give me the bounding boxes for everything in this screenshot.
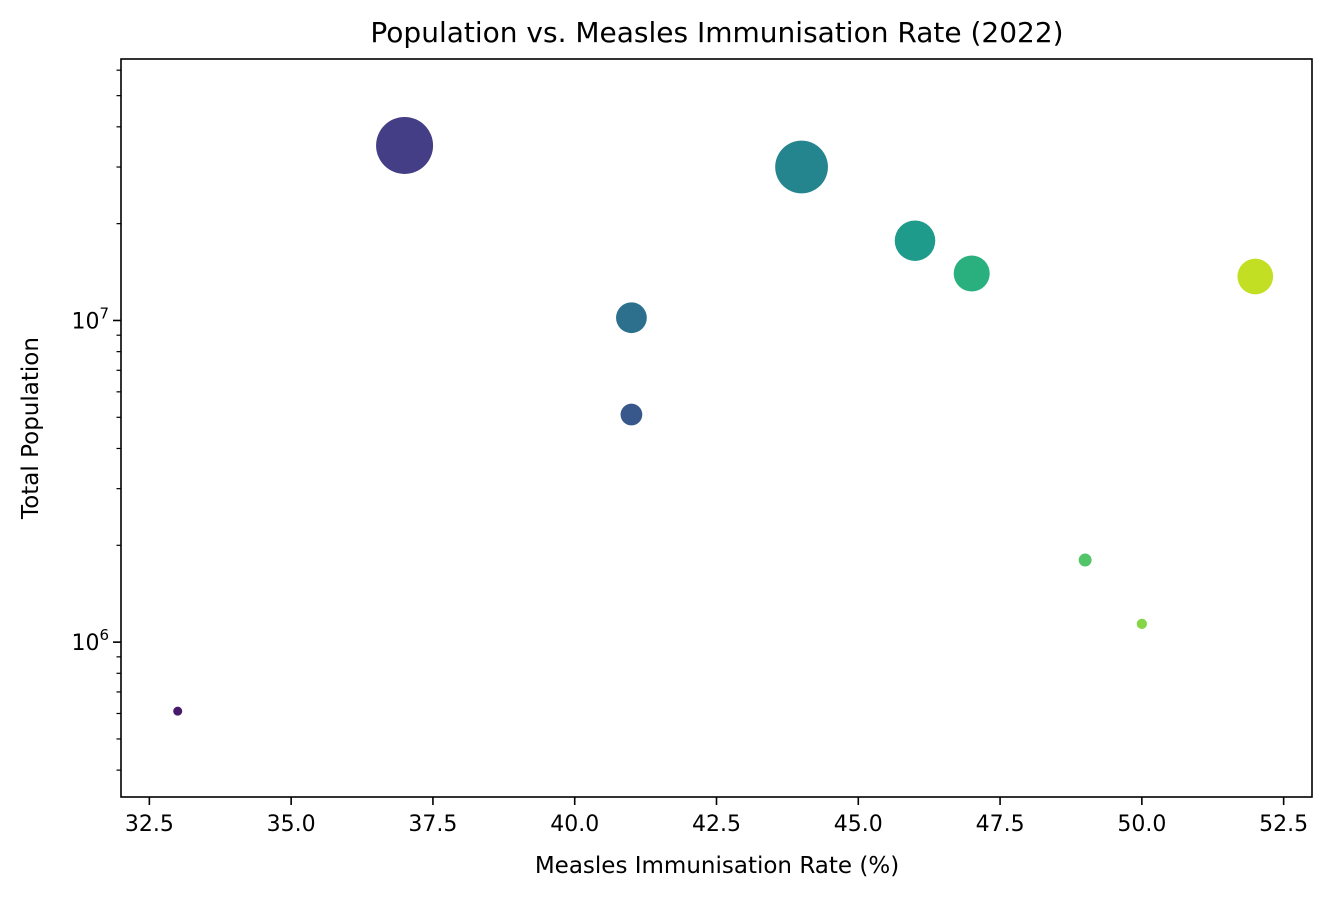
- data-point: [616, 302, 647, 334]
- plot-frame: [120, 58, 1313, 798]
- data-point: [953, 255, 990, 292]
- data-point: [620, 403, 643, 426]
- x-tick-label: 37.5: [408, 812, 457, 837]
- x-axis: 32.5 35.0 37.5 40.0 42.5 45.0 47.5 50.0 52.5: [125, 797, 1308, 837]
- x-tick-label: 45.0: [834, 812, 883, 837]
- y-tick-exponent: 6: [99, 626, 109, 644]
- x-tick-label: 40.0: [550, 812, 599, 837]
- data-point: [894, 220, 936, 261]
- data-point: [1136, 618, 1147, 629]
- y-axis-label: Total Population: [18, 337, 44, 520]
- y-tick-label: 106: [71, 626, 109, 656]
- y-tick-exponent: 7: [99, 304, 109, 322]
- x-tick-label: 47.5: [976, 812, 1025, 837]
- y-tick-base: 10: [71, 631, 99, 656]
- x-axis-label: Measles Immunisation Rate (%): [535, 853, 899, 879]
- x-tick-label: 32.5: [125, 812, 174, 837]
- x-tick-label: 52.5: [1259, 812, 1308, 837]
- y-tick-label: 107: [71, 304, 109, 334]
- points-layer: [173, 116, 1274, 716]
- x-tick-label: 35.0: [267, 812, 316, 837]
- x-tick-label: 50.0: [1117, 812, 1166, 837]
- data-point: [376, 116, 434, 174]
- data-point: [173, 706, 183, 716]
- chart-title: Population vs. Measles Immunisation Rate…: [370, 16, 1063, 49]
- data-point: [775, 140, 828, 194]
- data-point: [1237, 258, 1274, 295]
- data-point: [1078, 553, 1092, 567]
- y-tick-base: 10: [71, 309, 99, 334]
- x-tick-label: 42.5: [692, 812, 741, 837]
